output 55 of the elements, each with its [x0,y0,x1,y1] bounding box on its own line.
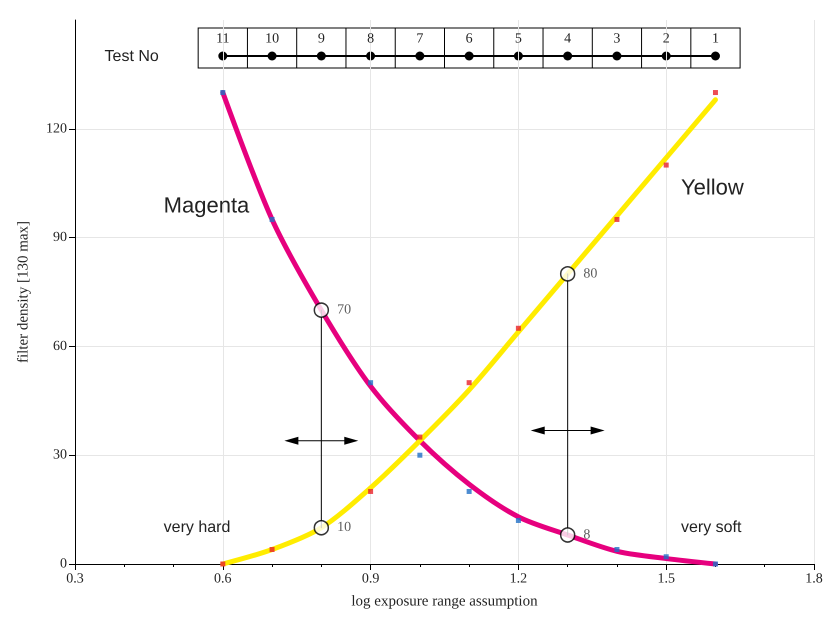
point [614,546,620,552]
point [516,518,521,523]
point [466,380,472,386]
x2-tick-label: 9 [318,32,325,46]
point [712,562,718,566]
x-tick-label: 0.6 [214,572,232,586]
x2-tick-label: 4 [564,32,572,46]
x2-tick-label: 5 [514,32,522,46]
point [614,216,620,222]
point [220,562,226,566]
annotation: very soft [680,519,742,536]
point [368,488,374,494]
point [220,90,226,96]
data-label: 10 [337,520,352,536]
annotation: Test No [104,48,159,65]
x2-tick-label: 8 [367,32,374,46]
annotation: very hard [164,519,230,536]
point [516,326,521,331]
x-tick-label: 0.3 [66,572,84,586]
point [560,266,576,282]
x-tick-label: 1.2 [510,572,528,586]
y-tick-label: 0 [60,556,67,572]
point [664,554,669,560]
y-tick-label: 30 [53,448,67,463]
x2-tick-label: 7 [416,32,424,46]
point [712,90,718,96]
point [417,434,422,440]
x2-tick-label: 11 [216,32,230,46]
y-tick-label: 60 [53,338,67,354]
annotation: Magenta [164,192,250,218]
point [270,216,275,222]
data-label: 70 [337,302,352,318]
point [368,380,374,386]
point [466,488,472,494]
y-tick-label: 120 [46,121,67,136]
y-axis-title: filter density [130 max] [16,220,32,364]
point [560,527,576,543]
point [417,452,422,458]
x-axis-title: log exposure range assumption [351,594,538,610]
x-tick-label: 1.5 [657,572,675,586]
x2-tick-label: 6 [466,32,473,46]
x2-tick-label: 2 [662,32,670,46]
point [664,162,669,168]
x-tick-label: 1.8 [805,572,823,586]
x2-tick-label: 3 [613,32,620,46]
data-label: 80 [583,266,598,282]
y-tick-label: 90 [53,230,67,246]
point [314,302,330,318]
annotation: Yellow [680,174,744,200]
x2-tick-label: 10 [265,32,280,46]
point [270,546,275,552]
x-tick-label: 0.9 [362,572,380,586]
x2-tick-label: 1 [712,32,719,46]
data-label: 8 [583,527,590,542]
point [314,520,330,536]
